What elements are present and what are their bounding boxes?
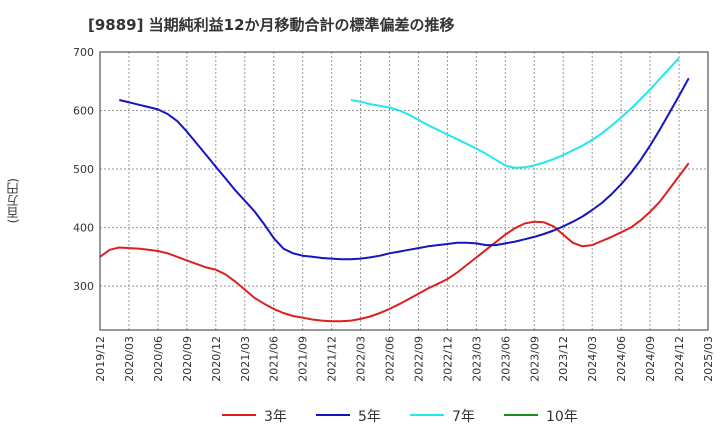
legend-swatch-3y [222, 414, 256, 416]
x-tick-label: 2022/12 [441, 336, 454, 382]
legend-label-10y: 10年 [546, 409, 578, 425]
y-tick-label: 700 [73, 46, 94, 59]
legend-swatch-5y [316, 414, 350, 416]
grid-lines [99, 51, 709, 330]
x-tick-label: 2024/09 [644, 336, 657, 382]
legend: 3年 5年 7年 10年 [0, 402, 720, 428]
series-line-2 [119, 77, 690, 261]
x-tick-label: 2023/03 [470, 336, 483, 382]
x-tick-label: 2024/03 [586, 336, 599, 382]
x-tick-label: 2024/12 [673, 336, 686, 382]
legend-label-3y: 3年 [264, 409, 287, 425]
plot-area-frame [99, 51, 709, 331]
y-tick-label: 300 [73, 280, 94, 293]
x-tick-label: 2023/12 [557, 336, 570, 382]
x-tick-label: 2023/09 [528, 336, 541, 382]
x-tick-label: 2021/09 [297, 336, 310, 382]
x-tick-label: 2024/06 [615, 336, 628, 382]
x-tick-label: 2021/06 [268, 336, 281, 382]
x-tick-label: 2021/12 [326, 336, 339, 382]
chart-title: [9889] 当期純利益12か月移動合計の標準偏差の推移 [88, 16, 455, 34]
y-axis-ticks: 300 400 500 600 700 [73, 46, 94, 293]
legend-label-5y: 5年 [358, 409, 381, 425]
x-tick-label: 2020/12 [210, 336, 223, 382]
x-tick-label: 2020/03 [123, 336, 136, 382]
y-tick-label: 500 [73, 163, 94, 176]
series-lines [99, 57, 690, 323]
legend-label-7y: 7年 [452, 409, 475, 425]
x-tick-label: 2022/06 [384, 336, 397, 382]
y-tick-label: 400 [73, 222, 94, 235]
series-line-1 [99, 162, 690, 323]
x-tick-label: 2025/03 [702, 336, 715, 382]
x-tick-label: 2022/03 [355, 336, 368, 382]
series-line-3 [350, 57, 680, 169]
x-tick-label: 2020/09 [181, 336, 194, 382]
x-tick-label: 2020/06 [152, 336, 165, 382]
x-tick-label: 2021/03 [239, 336, 252, 382]
legend-swatch-10y [504, 414, 538, 416]
y-tick-label: 600 [73, 105, 94, 118]
legend-swatch-7y [410, 414, 444, 416]
x-tick-label: 2023/06 [499, 336, 512, 382]
x-axis-ticks: 2019/12 2020/03 2020/06 2020/09 2020/12 2021/… [94, 336, 715, 382]
x-tick-label: 2022/09 [412, 336, 425, 382]
x-tick-label: 2019/12 [94, 336, 107, 382]
